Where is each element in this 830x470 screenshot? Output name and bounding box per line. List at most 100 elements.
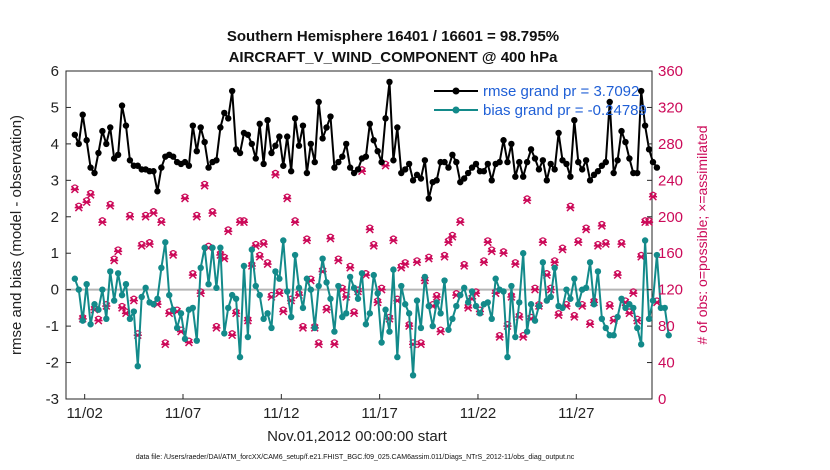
bias-point [103,315,110,323]
y-tick-label-left: 6 [51,63,59,80]
obs-assimilated-marker [483,238,492,247]
obs-assimilated-marker [330,340,339,349]
rmse-point [295,142,303,149]
rmse-point [95,149,102,157]
rmse-point [126,157,134,164]
bias-point [323,279,330,286]
rmse-point [594,168,602,175]
rmse-point [260,160,267,168]
obs-assimilated-marker [141,212,150,221]
rmse-point [327,113,334,120]
rmse-point [154,188,161,195]
rmse-point [315,98,322,106]
x-tick-label: 11/22 [460,405,496,422]
rmse-point [622,138,629,146]
y-tick-label-right: 200 [658,209,683,226]
obs-assimilated-marker [275,289,284,298]
rmse-point [618,127,625,135]
obs-assimilated-marker [157,218,166,227]
obs-assimilated-marker [460,262,469,270]
rmse-point [284,133,291,140]
rmse-point [118,102,126,109]
bias-point [217,244,224,251]
bias-point [390,266,397,273]
rmse-point [370,137,377,144]
rmse-point [323,124,330,131]
y-tick-label-right: 320 [658,99,683,116]
bias-point [634,324,641,332]
bias-point [272,268,279,275]
obs-assimilated-marker [499,249,508,258]
rmse-point [378,158,385,166]
rmse-point [504,158,511,166]
legend-bias-marker [452,106,460,114]
y-tick-label-left: 0 [51,282,59,299]
obs-assimilated-marker [70,185,79,194]
rmse-point [563,160,570,168]
rmse-point [366,120,374,128]
rmse-point [103,140,110,148]
bias-point [99,286,106,293]
obs-assimilated-marker [255,252,264,261]
bias-point [107,268,114,275]
bias-point [512,333,519,341]
bias-point [370,271,377,279]
rmse-point [311,158,318,166]
bias-point [405,310,413,317]
rmse-point [523,158,531,166]
obs-assimilated-marker [188,271,197,280]
bias-point [523,328,531,335]
bias-point [468,288,476,295]
obs-assimilated-marker [129,296,138,305]
obs-assimilated-marker [648,192,658,201]
rmse-point [280,162,287,169]
bias-point [598,315,606,323]
y-tick-label-left: -3 [46,391,59,408]
bias-point [350,284,358,292]
bias-point [319,255,326,262]
obs-assimilated-marker [566,203,575,212]
bias-point [343,310,350,317]
bias-point [472,302,480,310]
bias-point [649,297,657,304]
bias-point [519,250,527,257]
bias-point [366,310,374,317]
bias-point [582,284,590,292]
y-axis-label-right: # of obs: o=possible; ×=assimilated [694,125,710,344]
rmse-point [264,117,271,124]
obs-assimilated-marker [625,309,634,318]
rmse-point [244,131,252,138]
rmse-point [287,168,295,175]
plot-area [65,70,653,400]
obs-assimilated-marker [208,209,217,218]
bias-point [504,353,511,361]
bias-point [382,306,389,313]
rmse-point [649,158,657,166]
obs-assimilated-marker [369,242,378,250]
bias-point [252,282,259,290]
x-tick-label: 11/17 [361,405,397,422]
bias-point [464,299,472,306]
bias-point [457,291,464,299]
rmse-point [472,160,480,168]
obs-assimilated-marker [601,240,610,249]
obs-assimilated-marker [597,221,606,230]
bias-point [417,324,425,332]
bias-point [484,299,492,306]
obs-assimilated-marker [416,340,426,349]
bias-point [264,310,271,317]
obs-assimilated-marker [98,218,107,227]
bias-point [236,353,244,361]
rmse-point [201,138,208,146]
bias-point [307,286,315,293]
x-tick-label: 11/02 [66,405,102,422]
bias-point [189,304,197,312]
rmse-point [512,173,519,180]
y-tick-label-right: 280 [658,136,683,153]
rmse-point [335,158,342,166]
bias-point [87,321,94,328]
y-tick-label-right: 40 [658,355,675,372]
bias-point [563,286,570,293]
bias-point [118,291,126,299]
